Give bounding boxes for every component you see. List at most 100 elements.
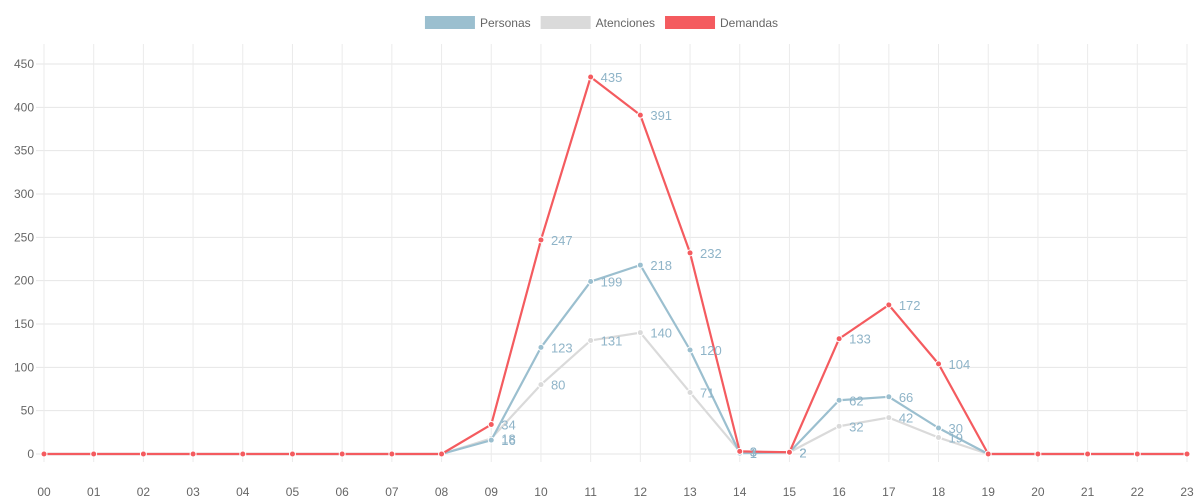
x-tick-label: 15 — [783, 485, 797, 499]
data-point[interactable] — [935, 434, 943, 442]
data-point[interactable] — [587, 278, 595, 286]
x-tick-label: 13 — [683, 485, 697, 499]
data-point[interactable] — [438, 450, 446, 458]
legend: Personas Atenciones Demandas — [424, 16, 778, 30]
legend-label: Atenciones — [596, 16, 655, 30]
data-point[interactable] — [1084, 450, 1092, 458]
data-point[interactable] — [239, 450, 247, 458]
data-point[interactable] — [636, 261, 644, 269]
data-point[interactable] — [537, 236, 545, 244]
data-label-atenciones: 131 — [601, 333, 623, 348]
data-point[interactable] — [537, 381, 545, 389]
data-point[interactable] — [388, 450, 396, 458]
data-label-personas: 123 — [551, 340, 573, 355]
data-point[interactable] — [885, 393, 893, 401]
legend-item-demandas[interactable]: Demandas — [665, 16, 778, 30]
data-label-demandas: 247 — [551, 233, 573, 248]
series-line-atenciones — [44, 331, 1187, 456]
series-line-personas — [44, 263, 1187, 456]
x-tick-label: 02 — [137, 485, 151, 499]
legend-swatch — [540, 16, 591, 29]
data-point[interactable] — [835, 422, 843, 430]
x-tick-label: 05 — [286, 485, 300, 499]
x-tick-label: 06 — [335, 485, 349, 499]
x-tick-label: 04 — [236, 485, 250, 499]
data-label-atenciones: 71 — [700, 385, 714, 400]
data-label-demandas: 34 — [501, 418, 515, 433]
x-tick-label: 03 — [186, 485, 200, 499]
x-tick-label: 10 — [534, 485, 548, 499]
data-point[interactable] — [139, 450, 147, 458]
data-point[interactable] — [984, 450, 992, 458]
x-tick-label: 20 — [1031, 485, 1045, 499]
data-point[interactable] — [835, 335, 843, 343]
data-point[interactable] — [935, 360, 943, 368]
series-personas — [40, 261, 1191, 458]
x-tick-label: 23 — [1180, 485, 1194, 499]
data-point[interactable] — [885, 301, 893, 309]
data-point[interactable] — [686, 388, 694, 396]
legend-swatch — [665, 16, 716, 29]
legend-item-personas[interactable]: Personas — [424, 16, 531, 30]
data-point[interactable] — [40, 450, 48, 458]
x-tick-label: 08 — [435, 485, 449, 499]
data-point[interactable] — [785, 448, 793, 456]
data-label-personas: 16 — [501, 433, 515, 448]
data-label-atenciones: 2 — [799, 445, 806, 460]
x-tick-label: 01 — [87, 485, 101, 499]
data-point[interactable] — [189, 450, 197, 458]
data-label-atenciones: 19 — [949, 431, 963, 446]
data-label-demandas: 2 — [799, 445, 806, 460]
data-point[interactable] — [587, 336, 595, 344]
data-point[interactable] — [1034, 450, 1042, 458]
data-point[interactable] — [1183, 450, 1191, 458]
data-label-personas: 1 — [750, 446, 757, 461]
x-tick-label: 14 — [733, 485, 747, 499]
data-label-personas: 30 — [949, 421, 963, 436]
data-point[interactable] — [338, 450, 346, 458]
x-tick-label: 22 — [1131, 485, 1145, 499]
data-point[interactable] — [587, 73, 595, 81]
x-tick-label: 12 — [634, 485, 648, 499]
data-label-demandas: 104 — [949, 357, 971, 372]
x-tick-label: 17 — [882, 485, 896, 499]
data-label-demandas: 391 — [650, 108, 672, 123]
data-label-demandas: 3 — [750, 444, 757, 459]
data-label-demandas: 172 — [899, 298, 921, 313]
y-tick-label: 250 — [14, 230, 34, 244]
series-layer — [40, 73, 1191, 458]
y-tick-label: 450 — [14, 57, 34, 71]
data-point[interactable] — [487, 421, 495, 429]
series-demandas — [40, 73, 1191, 458]
data-point[interactable] — [935, 424, 943, 432]
data-point[interactable] — [736, 447, 744, 455]
data-label-atenciones: 42 — [899, 411, 913, 426]
data-point[interactable] — [90, 450, 98, 458]
data-point[interactable] — [537, 343, 545, 351]
data-point[interactable] — [636, 329, 644, 337]
y-tick-label: 300 — [14, 187, 34, 201]
y-tick-label: 50 — [21, 404, 35, 418]
data-point[interactable] — [1133, 450, 1141, 458]
data-labels-layer: 16 123 199 218 120 1 2 62 66 30 18 80 131 140 71 3 232 42… — [501, 70, 970, 461]
data-point[interactable] — [288, 450, 296, 458]
data-point[interactable] — [835, 396, 843, 404]
data-point[interactable] — [487, 436, 495, 444]
legend-label: Personas — [480, 16, 531, 30]
series-atenciones — [40, 329, 1191, 458]
data-label-atenciones: 32 — [849, 419, 863, 434]
grid — [36, 44, 1188, 462]
data-label-atenciones: 140 — [650, 326, 672, 341]
x-tick-label: 19 — [982, 485, 996, 499]
data-point[interactable] — [885, 414, 893, 422]
data-point[interactable] — [686, 346, 694, 354]
legend-item-atenciones[interactable]: Atenciones — [540, 16, 655, 30]
y-tick-label: 200 — [14, 274, 34, 288]
data-point[interactable] — [686, 249, 694, 257]
data-point[interactable] — [636, 111, 644, 119]
legend-label: Demandas — [720, 16, 778, 30]
x-tick-label: 07 — [385, 485, 399, 499]
data-label-atenciones: 3 — [750, 444, 757, 459]
